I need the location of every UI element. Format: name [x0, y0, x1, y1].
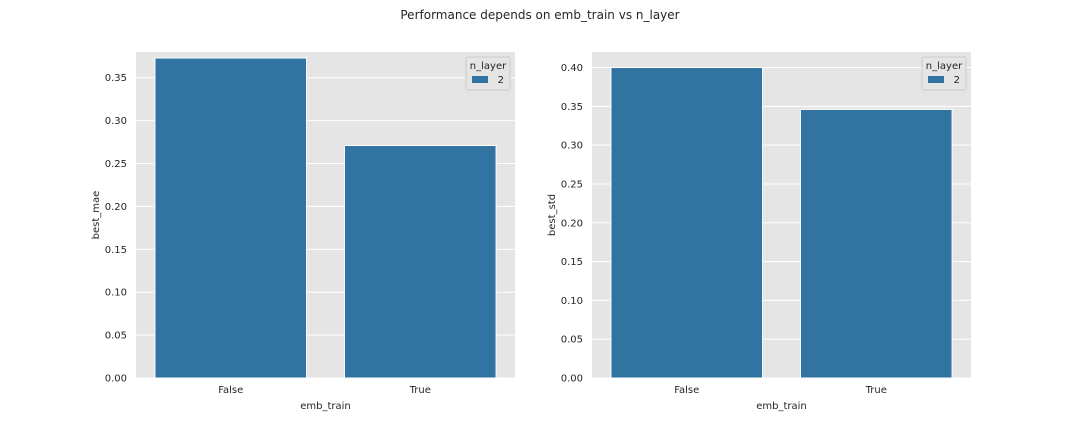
x-axis-label: emb_train — [756, 401, 807, 412]
subplots: 0.00 0.05 0.10 0.15 0.20 0.25 0.30 0.35 False Tru… — [91, 52, 971, 412]
y-tick-label: 0.15 — [561, 257, 583, 268]
y-tick-label: 0.10 — [561, 296, 583, 307]
subplot-2: 0.00 0.05 0.10 0.15 0.20 0.25 0.30 0.35 0.40 Fals… — [547, 52, 971, 412]
x-axis-label: emb_train — [300, 401, 351, 412]
y-tick-label: 0.00 — [561, 374, 583, 385]
bar-true — [799, 108, 953, 379]
x-tick-label: True — [409, 385, 431, 396]
y-tick-label: 0.35 — [561, 102, 583, 113]
legend: n_layer 2 — [921, 56, 967, 91]
legend-title: n_layer — [926, 61, 963, 72]
x-tick-label: False — [218, 385, 243, 396]
legend-swatch — [928, 76, 944, 83]
legend: n_layer 2 — [465, 56, 511, 91]
legend-entry: 2 — [954, 75, 960, 86]
legend-swatch — [472, 76, 488, 83]
y-tick-label: 0.25 — [105, 159, 127, 170]
x-tick-label: True — [865, 385, 887, 396]
y-tick-label: 0.20 — [105, 202, 127, 213]
y-axis-label: best_mae — [91, 191, 102, 240]
y-tick-label: 0.35 — [105, 73, 127, 84]
bar-true — [343, 145, 497, 379]
y-tick-label: 0.00 — [105, 374, 127, 385]
bar-false — [154, 57, 308, 379]
y-tick-label: 0.30 — [105, 116, 127, 127]
bar-false — [610, 67, 764, 379]
legend-entry: 2 — [498, 75, 504, 86]
x-tick-label: False — [674, 385, 699, 396]
y-tick-label: 0.40 — [561, 63, 583, 74]
y-tick-label: 0.25 — [561, 179, 583, 190]
y-tick-label: 0.30 — [561, 141, 583, 152]
y-tick-label: 0.05 — [105, 331, 127, 342]
legend-title: n_layer — [470, 61, 507, 72]
y-tick-label: 0.15 — [105, 245, 127, 256]
figure-title: Performance depends on emb_train vs n_la… — [400, 8, 679, 22]
y-tick-label: 0.10 — [105, 288, 127, 299]
y-tick-label: 0.20 — [561, 218, 583, 229]
subplot-1: 0.00 0.05 0.10 0.15 0.20 0.25 0.30 0.35 False Tru… — [91, 52, 515, 412]
y-tick-label: 0.05 — [561, 335, 583, 346]
y-axis-label: best_std — [547, 194, 558, 236]
